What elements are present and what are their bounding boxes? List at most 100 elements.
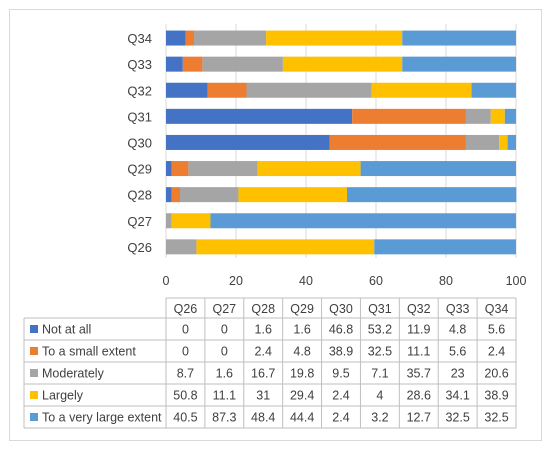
legend-swatch <box>30 413 38 421</box>
table-cell: 1.6 <box>216 367 233 381</box>
table-cell: 20.6 <box>484 367 508 381</box>
bar-segment <box>352 108 466 124</box>
y-tick-label: Q30 <box>127 135 152 150</box>
table-cell: 1.6 <box>293 323 310 337</box>
legend-label: Not at all <box>42 323 91 337</box>
table-header: Q32 <box>407 302 431 316</box>
bar-segment <box>465 134 500 150</box>
bar-segment <box>490 108 505 124</box>
table-header: Q33 <box>446 302 470 316</box>
bar-segment <box>402 56 516 72</box>
legend-label: Moderately <box>42 367 105 381</box>
x-tick-label: 0 <box>163 274 170 288</box>
bar-segment <box>171 187 180 203</box>
bar-segment <box>360 161 516 177</box>
bar-segment <box>465 108 491 124</box>
bar-segment <box>171 213 211 229</box>
legend-swatch <box>30 391 38 399</box>
bar-segment <box>166 30 186 46</box>
y-tick-label: Q34 <box>127 31 152 46</box>
bar-segment <box>182 56 203 72</box>
table-cell: 32.5 <box>368 345 392 359</box>
table-cell: 2.4 <box>488 345 505 359</box>
table-cell: 7.1 <box>371 367 388 381</box>
table-cell: 34.1 <box>445 389 469 403</box>
bar-segment <box>374 239 516 255</box>
bar-segment <box>402 30 516 46</box>
table-cell: 4.8 <box>449 323 466 337</box>
y-tick-label: Q31 <box>127 109 152 124</box>
bar-segment <box>166 134 330 150</box>
bar-segment <box>266 30 403 46</box>
x-axis-ticks: 0 20 40 60 80 100 <box>163 274 527 288</box>
bar-segment <box>180 187 239 203</box>
legend-label: To a very large extent <box>42 411 162 425</box>
table-cell: 12.7 <box>407 411 431 425</box>
y-tick-label: Q29 <box>127 162 152 177</box>
bar-segment <box>346 187 517 203</box>
legend-swatch <box>30 369 38 377</box>
bar-segment <box>166 56 183 72</box>
table-cell: 9.5 <box>332 367 349 381</box>
table-cell: 0 <box>221 345 228 359</box>
table-cell: 87.3 <box>212 411 236 425</box>
table-cell: 53.2 <box>368 323 392 337</box>
table-cell: 4 <box>376 389 383 403</box>
table-cell: 38.9 <box>484 389 508 403</box>
table-cell: 2.4 <box>255 345 272 359</box>
table-header: Q26 <box>174 302 198 316</box>
bar-segment <box>166 187 172 203</box>
table-cell: 44.4 <box>290 411 314 425</box>
bar-segment <box>371 82 472 98</box>
legend-swatch <box>30 347 38 355</box>
table-cell: 0 <box>221 323 228 337</box>
table-cell: 11.1 <box>213 389 236 403</box>
y-axis-labels: Q26 Q27 Q28 Q29 Q30 Q31 Q32 Q33 Q34 <box>127 31 152 255</box>
legend-swatch <box>30 325 38 333</box>
x-tick-label: 60 <box>369 274 383 288</box>
legend-label: To a small extent <box>42 345 136 359</box>
table-cell: 50.8 <box>173 389 197 403</box>
bar-segment <box>499 134 508 150</box>
table-cell: 31 <box>256 389 270 403</box>
table-cell: 5.6 <box>488 323 505 337</box>
x-tick-label: 80 <box>439 274 453 288</box>
table-header: Q27 <box>213 302 237 316</box>
y-tick-label: Q28 <box>127 188 152 203</box>
table-cell: 38.9 <box>329 345 353 359</box>
data-table: Q26 Q27 Q28 Q29 Q30 Q31 Q32 Q33 Q34 Not at all 0 0 1… <box>23 297 517 429</box>
bar-segment <box>166 108 353 124</box>
bars <box>166 30 517 255</box>
table-cell: 46.8 <box>329 323 353 337</box>
bar-segment <box>166 82 208 98</box>
table-cell: 19.8 <box>290 367 314 381</box>
table-cell: 23 <box>451 367 465 381</box>
table-cell: 8.7 <box>177 367 194 381</box>
bar-segment <box>329 134 466 150</box>
y-tick-label: Q27 <box>127 214 152 229</box>
legend-label: Largely <box>42 389 84 403</box>
table-cell: 32.5 <box>484 411 508 425</box>
x-tick-label: 40 <box>299 274 313 288</box>
table-cell: 2.4 <box>332 411 349 425</box>
table-cell: 48.4 <box>251 411 275 425</box>
table-header: Q29 <box>290 302 314 316</box>
y-tick-label: Q32 <box>127 83 152 98</box>
bar-segment <box>246 82 372 98</box>
bar-segment <box>471 82 516 98</box>
bar-segment <box>166 161 172 177</box>
table-cell: 29.4 <box>290 389 314 403</box>
bar-segment <box>504 108 516 124</box>
table-cell: 0 <box>182 323 189 337</box>
bar-segment <box>238 187 347 203</box>
table-cell: 4.8 <box>293 345 310 359</box>
table-cell: 40.5 <box>173 411 197 425</box>
x-tick-label: 100 <box>506 274 527 288</box>
table-cell: 2.4 <box>332 389 349 403</box>
table-header: Q34 <box>485 302 509 316</box>
bar-segment <box>171 161 189 177</box>
x-tick-label: 20 <box>229 274 243 288</box>
table-cell: 0 <box>182 345 189 359</box>
bar-segment <box>194 30 267 46</box>
